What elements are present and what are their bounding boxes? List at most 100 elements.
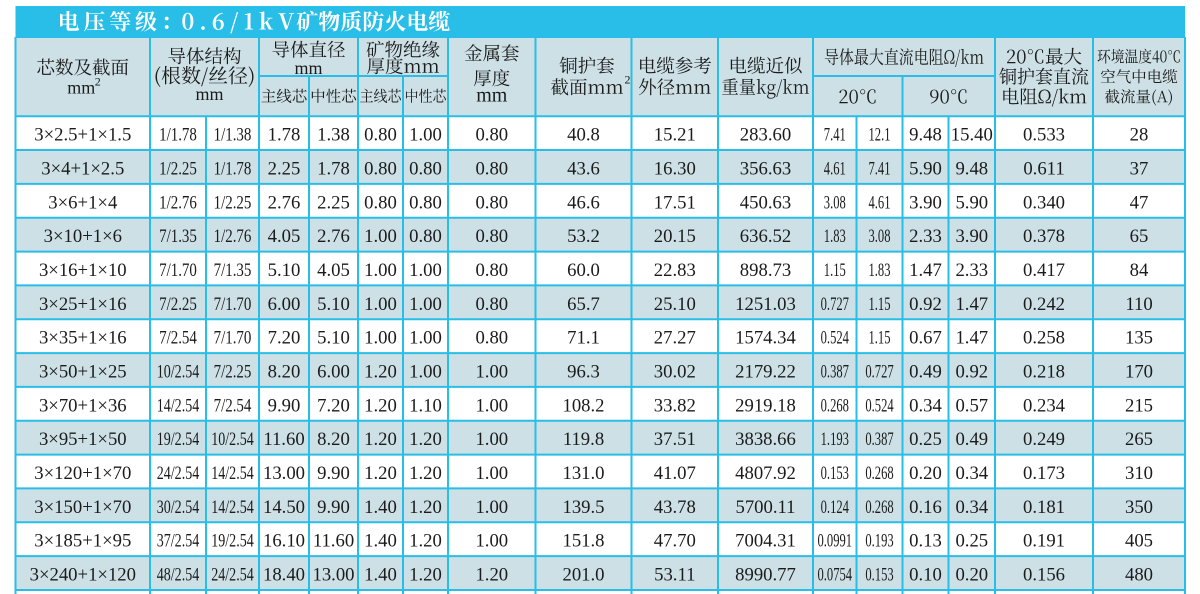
svg-text:3×4+1×2.5: 3×4+1×2.5 xyxy=(41,159,124,180)
svg-text:3×35+1×16: 3×35+1×16 xyxy=(39,328,127,349)
svg-text:0.80: 0.80 xyxy=(475,294,508,315)
svg-text:1.20: 1.20 xyxy=(364,463,397,484)
svg-text:0.234: 0.234 xyxy=(1023,395,1066,416)
svg-text:30.02: 30.02 xyxy=(654,362,696,383)
svg-text:37: 37 xyxy=(1130,159,1149,180)
svg-text:1.00: 1.00 xyxy=(409,125,442,146)
svg-text:mm: mm xyxy=(294,58,322,78)
svg-text:5.10: 5.10 xyxy=(317,328,350,349)
svg-text:7/1.35: 7/1.35 xyxy=(159,226,197,247)
svg-text:0.193: 0.193 xyxy=(865,531,893,552)
svg-text:0.34: 0.34 xyxy=(955,463,988,484)
svg-text:0.80: 0.80 xyxy=(475,226,508,247)
svg-text:0.124: 0.124 xyxy=(821,497,850,518)
svg-text:5.10: 5.10 xyxy=(268,260,301,281)
svg-text:0.524: 0.524 xyxy=(865,395,894,416)
svg-text:1.38: 1.38 xyxy=(317,125,350,146)
svg-text:0.80: 0.80 xyxy=(475,192,508,213)
svg-text:1.78: 1.78 xyxy=(317,159,350,180)
svg-text:4.61: 4.61 xyxy=(824,159,846,180)
svg-text:1.20: 1.20 xyxy=(409,497,442,518)
svg-text:356.63: 356.63 xyxy=(740,159,791,180)
svg-text:7/2.25: 7/2.25 xyxy=(214,362,252,383)
svg-text:1.40: 1.40 xyxy=(364,531,397,552)
svg-text:7004.31: 7004.31 xyxy=(735,531,796,552)
svg-text:27.27: 27.27 xyxy=(654,328,696,349)
svg-text:0.249: 0.249 xyxy=(1023,429,1065,450)
svg-text:135: 135 xyxy=(1125,328,1153,349)
svg-text:0.0754: 0.0754 xyxy=(818,565,853,586)
svg-text:2179.22: 2179.22 xyxy=(735,362,796,383)
svg-text:898.73: 898.73 xyxy=(740,260,791,281)
svg-text:7.20: 7.20 xyxy=(268,328,301,349)
svg-text:65: 65 xyxy=(1130,226,1149,247)
svg-text:3×70+1×36: 3×70+1×36 xyxy=(39,395,127,416)
svg-text:0.80: 0.80 xyxy=(409,192,442,213)
svg-text:1.83: 1.83 xyxy=(869,260,891,281)
svg-text:60.0: 60.0 xyxy=(567,260,600,281)
svg-text:2919.18: 2919.18 xyxy=(735,395,796,416)
svg-text:0.387: 0.387 xyxy=(821,362,850,383)
svg-text:7/2.54: 7/2.54 xyxy=(214,395,252,416)
svg-text:215: 215 xyxy=(1125,395,1153,416)
svg-text:2.76: 2.76 xyxy=(268,192,301,213)
svg-text:310: 310 xyxy=(1125,463,1153,484)
svg-text:1.47: 1.47 xyxy=(955,328,988,349)
svg-text:2.76: 2.76 xyxy=(317,226,350,247)
svg-text:12.1: 12.1 xyxy=(869,125,891,146)
svg-text:1.00: 1.00 xyxy=(409,294,442,315)
svg-text:0.173: 0.173 xyxy=(1023,463,1065,484)
svg-text:3.08: 3.08 xyxy=(869,226,891,247)
svg-text:1.20: 1.20 xyxy=(409,531,442,552)
svg-text:0.67: 0.67 xyxy=(909,328,942,349)
svg-text:1.00: 1.00 xyxy=(409,362,442,383)
svg-text:0.0991: 0.0991 xyxy=(818,531,853,552)
svg-text:19/2.54: 19/2.54 xyxy=(211,531,254,552)
svg-text:9.48: 9.48 xyxy=(909,125,942,146)
svg-text:mm: mm xyxy=(195,84,223,104)
svg-text:0.80: 0.80 xyxy=(475,159,508,180)
svg-text:139.5: 139.5 xyxy=(562,497,604,518)
svg-text:0.153: 0.153 xyxy=(865,565,893,586)
svg-text:84: 84 xyxy=(1130,260,1149,281)
svg-text:37.51: 37.51 xyxy=(654,429,696,450)
svg-text:7.41: 7.41 xyxy=(824,125,846,146)
svg-text:1.00: 1.00 xyxy=(409,260,442,281)
svg-text:0.181: 0.181 xyxy=(1023,497,1065,518)
svg-text:1.00: 1.00 xyxy=(364,294,397,315)
svg-text:3.90: 3.90 xyxy=(955,226,988,247)
svg-text:1.20: 1.20 xyxy=(364,362,397,383)
svg-text:1.00: 1.00 xyxy=(409,328,442,349)
svg-text:7/1.70: 7/1.70 xyxy=(214,328,252,349)
svg-text:6.00: 6.00 xyxy=(317,362,350,383)
svg-text:5700.11: 5700.11 xyxy=(735,497,795,518)
svg-text:170: 170 xyxy=(1125,362,1153,383)
svg-text:15.21: 15.21 xyxy=(654,125,696,146)
svg-text:40.8: 40.8 xyxy=(567,125,600,146)
svg-text:0.378: 0.378 xyxy=(1023,226,1065,247)
svg-text:119.8: 119.8 xyxy=(563,429,604,450)
svg-text:0.57: 0.57 xyxy=(955,395,988,416)
svg-text:14/2.54: 14/2.54 xyxy=(157,395,200,416)
svg-text:0.387: 0.387 xyxy=(865,429,894,450)
svg-text:1.15: 1.15 xyxy=(869,294,891,315)
svg-text:9.90: 9.90 xyxy=(317,463,350,484)
svg-text:0.268: 0.268 xyxy=(865,463,893,484)
svg-text:24/2.54: 24/2.54 xyxy=(211,565,254,586)
svg-text:1.15: 1.15 xyxy=(824,260,846,281)
svg-text:7/1.35: 7/1.35 xyxy=(214,260,252,281)
svg-text:0.80: 0.80 xyxy=(409,159,442,180)
svg-text:4.05: 4.05 xyxy=(317,260,350,281)
svg-text:11.60: 11.60 xyxy=(263,429,304,450)
svg-text:0.611: 0.611 xyxy=(1023,159,1064,180)
svg-text:405: 405 xyxy=(1125,531,1153,552)
svg-text:1.20: 1.20 xyxy=(475,565,508,586)
svg-text:24/2.54: 24/2.54 xyxy=(157,463,200,484)
svg-text:10/2.54: 10/2.54 xyxy=(211,429,254,450)
svg-text:16.10: 16.10 xyxy=(263,531,305,552)
svg-text:0.80: 0.80 xyxy=(475,260,508,281)
svg-text:mm: mm xyxy=(476,85,508,107)
svg-text:1/2.25: 1/2.25 xyxy=(214,192,252,213)
svg-text:0.16: 0.16 xyxy=(909,497,942,518)
svg-text:0.153: 0.153 xyxy=(821,463,849,484)
